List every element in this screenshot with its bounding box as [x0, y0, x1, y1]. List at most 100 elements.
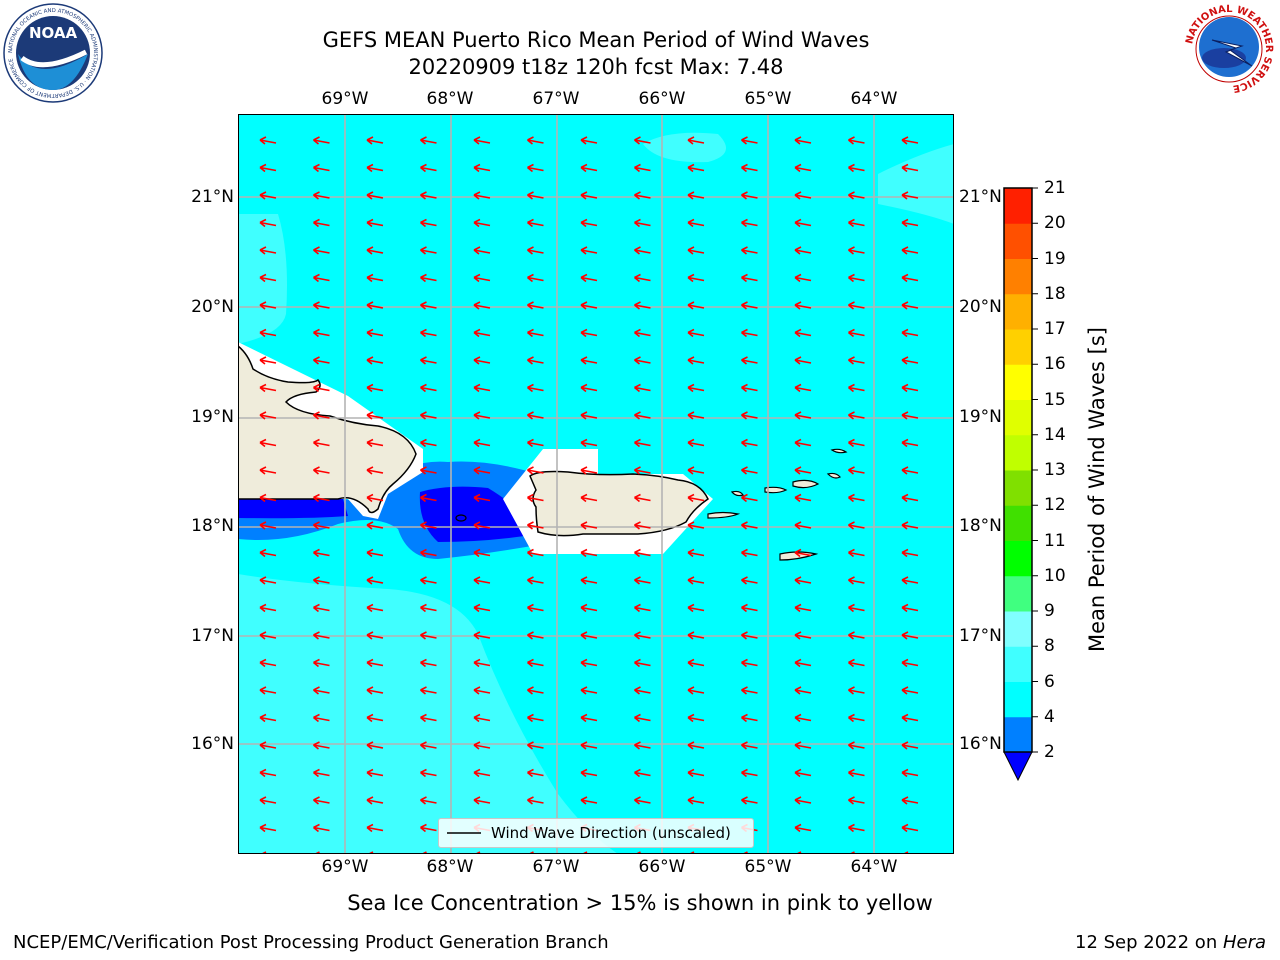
- wind-wave-arrow: [473, 438, 491, 448]
- wind-wave-arrow: [901, 713, 919, 723]
- wind-wave-arrow: [634, 301, 651, 310]
- wind-wave-arrow: [473, 493, 491, 503]
- colorbar-tick-label: 21: [1044, 178, 1066, 198]
- wind-wave-arrow: [313, 411, 330, 420]
- virgin-gorda-island: [826, 472, 841, 479]
- wind-wave-arrow: [794, 521, 812, 530]
- wind-wave-arrow: [366, 328, 384, 338]
- wind-wave-arrow: [366, 686, 384, 695]
- wind-wave-arrow: [313, 713, 330, 723]
- wind-wave-arrow: [366, 603, 384, 613]
- colorbar-band: [1004, 646, 1032, 682]
- wind-wave-arrow: [634, 713, 651, 723]
- wind-wave-arrow: [687, 713, 705, 723]
- wind-wave-arrow: [580, 493, 598, 503]
- wind-wave-arrow: [313, 768, 330, 778]
- wind-wave-arrow: [794, 823, 812, 833]
- wind-wave-arrow: [848, 658, 865, 668]
- wind-wave-arrow: [527, 191, 544, 200]
- lat-label-left-17n: 17°N: [191, 626, 234, 646]
- noaa-logo: NOAA NATIONAL OCEANIC AND ATMOSPHERIC AD…: [2, 2, 104, 108]
- lon-label-bottom-68w: 68°W: [426, 857, 474, 877]
- wind-wave-arrow: [473, 328, 491, 338]
- wind-wave-arrow: [473, 521, 491, 530]
- wind-wave-arrow: [580, 383, 598, 393]
- wind-wave-arrow: [259, 796, 277, 805]
- wind-wave-arrow: [259, 411, 277, 420]
- wind-wave-arrow: [687, 658, 705, 668]
- wind-wave-arrow: [473, 191, 491, 200]
- wind-wave-arrow: [527, 163, 544, 173]
- wind-wave-arrow: [259, 686, 277, 695]
- wind-wave-arrow: [687, 576, 705, 585]
- wind-wave-direction-arrows: [259, 136, 919, 860]
- colorbar-band: [1004, 681, 1032, 718]
- wind-wave-arrow: [901, 136, 919, 145]
- wind-wave-arrow: [420, 466, 437, 475]
- wind-wave-arrow: [687, 768, 705, 778]
- wind-wave-arrow: [794, 136, 812, 145]
- wind-wave-arrow: [848, 631, 865, 640]
- wind-wave-arrow: [259, 466, 277, 475]
- lon-label-top-67w: 67°W: [532, 89, 580, 109]
- tortola-island: [792, 479, 820, 489]
- wind-wave-arrow: [259, 328, 277, 338]
- period-band-under-2-mona: [419, 486, 538, 542]
- wind-wave-arrow: [848, 466, 865, 475]
- colorbar-band: [1004, 223, 1032, 259]
- colorbar-band: [1004, 575, 1032, 612]
- wind-wave-arrow: [741, 191, 758, 200]
- wind-wave-arrow: [901, 548, 919, 558]
- wind-wave-arrow: [794, 246, 812, 255]
- wind-wave-arrow: [366, 163, 384, 173]
- wind-wave-arrow: [527, 796, 544, 805]
- wind-wave-arrow: [901, 658, 919, 668]
- wind-wave-arrow: [259, 658, 277, 668]
- wind-wave-arrow: [527, 493, 544, 503]
- wind-wave-arrow: [794, 686, 812, 695]
- wind-wave-arrow: [634, 658, 651, 668]
- wind-wave-arrow: [259, 603, 277, 613]
- anegada-island: [830, 448, 848, 454]
- period-band-under-2-west: [238, 499, 348, 519]
- wind-wave-arrow: [741, 163, 758, 173]
- wind-wave-arrow: [687, 603, 705, 613]
- sea-ice-note: Sea Ice Concentration > 15% is shown in …: [347, 891, 933, 915]
- wind-wave-arrow: [313, 686, 330, 695]
- wind-wave-arrow: [687, 136, 705, 145]
- wind-wave-arrow: [420, 548, 437, 558]
- wind-wave-arrow: [366, 521, 384, 530]
- st-thomas-island: [764, 486, 788, 494]
- wind-wave-arrow: [687, 796, 705, 805]
- culebra-island: [730, 490, 744, 497]
- wind-wave-arrow: [313, 163, 330, 173]
- lon-label-top-68w: 68°W: [426, 89, 474, 109]
- colorbar-band: [1004, 258, 1032, 295]
- colorbar-tick-label: 14: [1044, 424, 1066, 445]
- wind-wave-arrow: [580, 631, 598, 640]
- vieques-island: [707, 511, 741, 519]
- lon-label-bottom-67w: 67°W: [532, 857, 580, 877]
- wind-wave-arrow: [848, 603, 865, 613]
- colorbar-tick-label: 19: [1044, 248, 1066, 269]
- wind-wave-arrow: [634, 328, 651, 338]
- wind-wave-arrow: [473, 218, 491, 228]
- wind-wave-arrow: [687, 548, 705, 558]
- wind-wave-arrow: [687, 521, 705, 530]
- wind-wave-arrow: [259, 521, 277, 530]
- wind-wave-arrow: [473, 768, 491, 778]
- wind-wave-arrow: [901, 576, 919, 585]
- wind-wave-arrow: [901, 741, 919, 750]
- wind-wave-arrow: [848, 136, 865, 145]
- wind-wave-arrow: [634, 741, 651, 750]
- wind-wave-arrow: [901, 191, 919, 200]
- wind-wave-arrow: [741, 796, 758, 805]
- wind-wave-arrow: [473, 686, 491, 695]
- wind-wave-arrow: [901, 823, 919, 833]
- wind-wave-arrow: [634, 356, 651, 365]
- wind-wave-arrow: [848, 191, 865, 200]
- wind-wave-arrow: [687, 438, 705, 448]
- wind-wave-arrow: [634, 466, 651, 475]
- colorbar-tick-label: 2: [1044, 742, 1055, 762]
- wind-wave-arrow: [794, 438, 812, 448]
